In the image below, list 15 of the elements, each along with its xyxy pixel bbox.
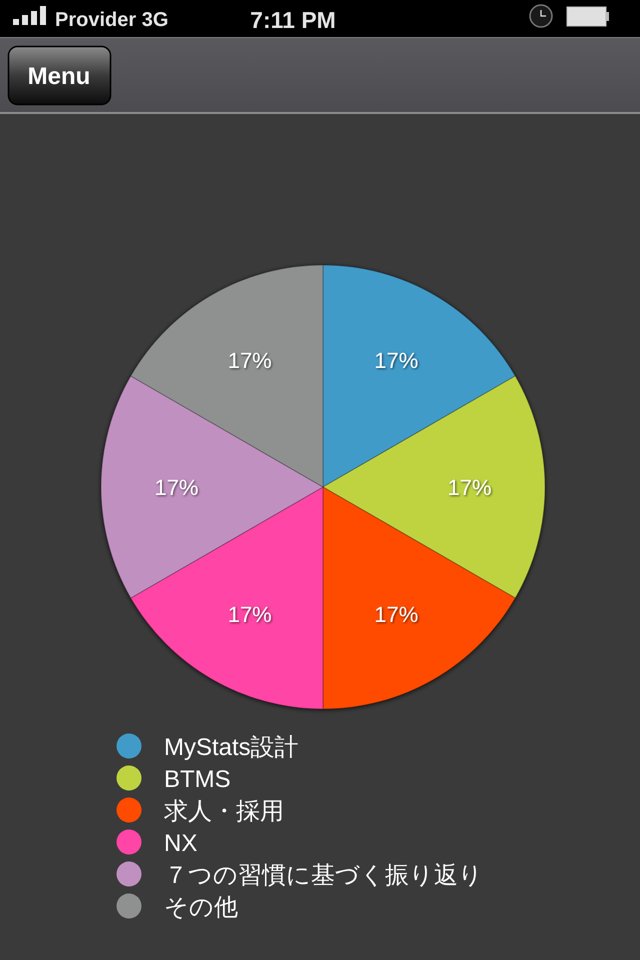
legend-label: 求人・採用 xyxy=(164,798,284,825)
data-label: 17% xyxy=(228,602,272,627)
data-label: 17% xyxy=(374,348,418,374)
legend-label: その他 xyxy=(164,894,238,921)
data-label: 17% xyxy=(154,475,199,500)
data-label: 17% xyxy=(228,348,272,374)
legend-label: BTMS xyxy=(164,766,231,793)
legend-label: NX xyxy=(164,830,198,857)
text: 7:11 PM xyxy=(250,7,336,33)
legend-label: ７つの習慣に基づく振り返り xyxy=(164,862,483,889)
data-label: 17% xyxy=(374,602,418,627)
text: Menu xyxy=(28,63,90,90)
data-label: 17% xyxy=(447,475,492,500)
legend-label: MyStats設計 xyxy=(164,734,299,761)
text: Provider 3G xyxy=(55,9,168,31)
